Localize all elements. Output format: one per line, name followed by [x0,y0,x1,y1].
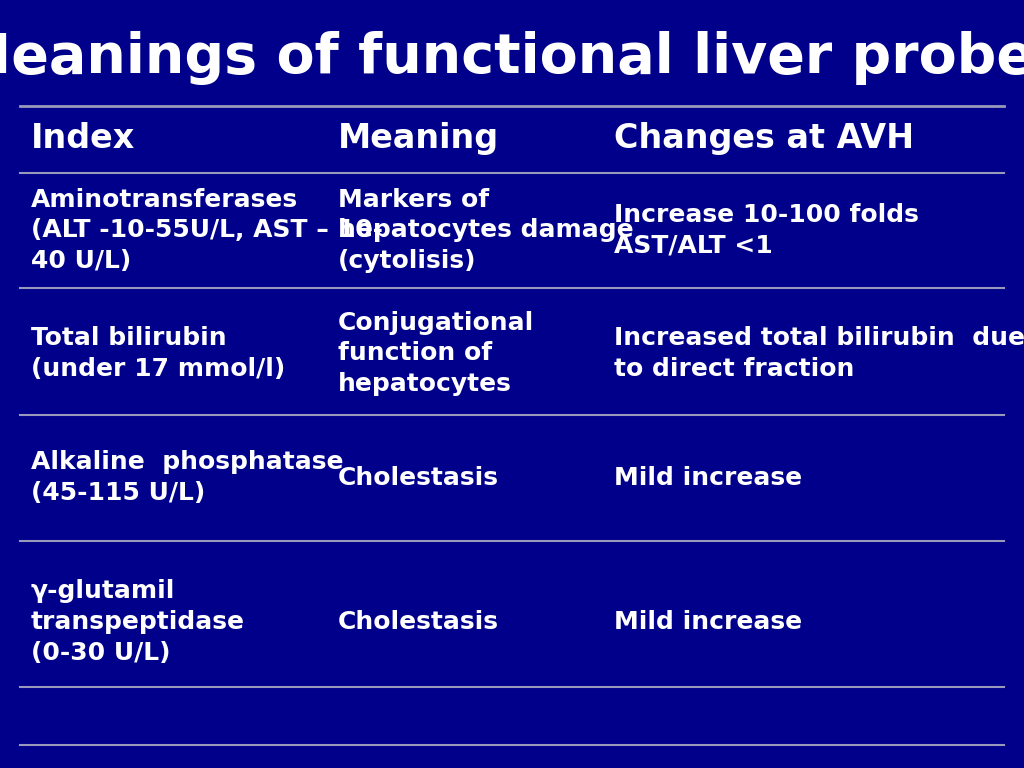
Text: Cholestasis: Cholestasis [338,465,499,490]
Text: Mild increase: Mild increase [614,610,803,634]
Text: Aminotransferases
(ALT -10-55U/L, AST – 10-
40 U/L): Aminotransferases (ALT -10-55U/L, AST – … [31,187,383,273]
Text: Alkaline  phosphatase
(45-115 U/L): Alkaline phosphatase (45-115 U/L) [31,450,343,505]
Text: Markers of
hepatocytes damage
(cytolisis): Markers of hepatocytes damage (cytolisis… [338,187,634,273]
Text: Meaning: Meaning [338,122,499,154]
Text: Changes at AVH: Changes at AVH [614,122,914,154]
Text: Mild increase: Mild increase [614,465,803,490]
Text: Cholestasis: Cholestasis [338,610,499,634]
Text: Conjugational
function of
hepatocytes: Conjugational function of hepatocytes [338,310,535,396]
Text: Index: Index [31,122,135,154]
Text: Meanings of functional liver probes: Meanings of functional liver probes [0,31,1024,84]
Text: γ-glutamil
transpeptidase
(0-30 U/L): γ-glutamil transpeptidase (0-30 U/L) [31,579,245,665]
Text: Total bilirubin
(under 17 mmol/l): Total bilirubin (under 17 mmol/l) [31,326,285,381]
Text: Increased total bilirubin  due
to direct fraction: Increased total bilirubin due to direct … [614,326,1024,381]
Text: Increase 10-100 folds
AST/ALT <1: Increase 10-100 folds AST/ALT <1 [614,203,920,258]
